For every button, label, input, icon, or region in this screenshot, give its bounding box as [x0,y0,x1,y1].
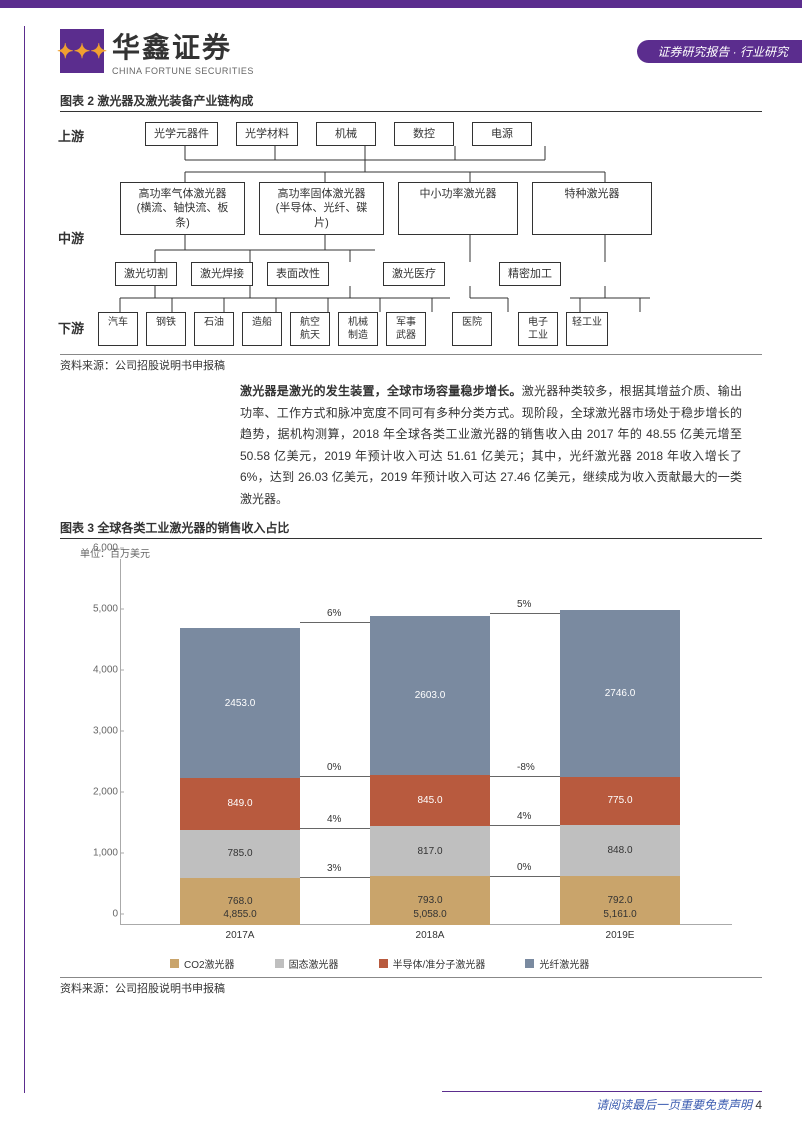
growth-connector [490,613,560,614]
diagram-box: 电子 工业 [518,312,558,346]
legend-label: CO2激光器 [184,956,235,971]
fig3-title: 图表 3 全球各类工业激光器的销售收入占比 [60,519,762,539]
y-tick: 2,000 [80,786,118,797]
growth-connector [300,776,370,777]
y-tick: 1,000 [80,847,118,858]
diagram-box: 特种激光器 [532,182,652,235]
y-tick: 3,000 [80,725,118,736]
x-tick: 2017A [180,930,300,941]
diagram-box: 造船 [242,312,282,346]
logo-en: CHINA FORTUNE SECURITIES [112,66,254,76]
body-paragraph: 激光器是激光的发生装置，全球市场容量稳步增长。激光器种类较多，根据其增益介质、输… [240,381,742,511]
diagram-box: 军事 武器 [386,312,426,346]
diagram-label-up: 上游 [58,126,84,145]
growth-label: 3% [327,863,341,874]
growth-label: -8% [517,762,535,773]
diagram-box: 激光医疗 [383,262,445,286]
diagram-box: 表面改性 [267,262,329,286]
growth-label: 5% [517,599,531,610]
bar-segment: 2746.0 [560,610,680,778]
fig2-title: 图表 2 激光器及激光装备产业链构成 [60,92,762,112]
diagram-box: 高功率气体激光器 (横流、轴快流、板 条) [120,182,245,235]
page-footer: 请阅读最后一页重要免责声明 4 [442,1091,762,1113]
legend-swatch [379,959,388,968]
bars-area: 768.0785.0849.02453.04,855.0793.0817.084… [120,559,732,925]
legend-label: 半导体/准分子激光器 [393,956,486,971]
fig3-source: 资料来源：公司招股说明书申报稿 [60,977,762,996]
y-tick: 0 [80,908,118,919]
diagram-box: 光学元器件 [145,122,218,146]
chart-legend: CO2激光器 固态激光器 半导体/准分子激光器 光纤激光器 [170,956,722,971]
bar-segment: 785.0 [180,830,300,878]
growth-connector [300,622,370,623]
legend-label: 光纤激光器 [539,956,589,971]
bar-segment: 775.0 [560,777,680,824]
growth-label: 4% [517,811,531,822]
diagram-box: 石油 [194,312,234,346]
legend-label: 固态激光器 [289,956,339,971]
legend-item: 半导体/准分子激光器 [379,956,486,971]
page-border [24,26,25,1093]
diagram-box: 激光焊接 [191,262,253,286]
legend-swatch [275,959,284,968]
bar-segment: 2453.0 [180,628,300,778]
page-number: 4 [755,1098,762,1112]
diagram-box: 电源 [472,122,532,146]
growth-connector [300,877,370,878]
diagram-box: 钢铁 [146,312,186,346]
header-badge: 证券研究报告 · 行业研究 [637,40,802,63]
body-bold: 激光器是激光的发生装置，全球市场容量稳步增长。 [240,384,522,398]
growth-connector [490,825,560,826]
diagram-box: 数控 [394,122,454,146]
logo-mark: ✦✦✦ [60,29,104,73]
y-tick: 4,000 [80,664,118,675]
diagram-box: 机械 [316,122,376,146]
growth-connector [300,828,370,829]
diagram-box: 光学材料 [236,122,298,146]
diagram-box: 航空 航天 [290,312,330,346]
diagram-box: 高功率固体激光器 (半导体、光纤、碟 片) [259,182,384,235]
bar-segment: 817.0 [370,826,490,876]
x-tick: 2018A [370,930,490,941]
bar-segment: 849.0 [180,778,300,830]
diagram-box: 轻工业 [566,312,608,346]
diagram-box: 激光切割 [115,262,177,286]
legend-item: 光纤激光器 [525,956,589,971]
fig2-diagram: 上游 中游 下游 光学元器件 光学材料 机械 数控 电源 高功率气体激光器 (横… [60,120,742,350]
diagram-box: 机械 制造 [338,312,378,346]
diagram-box: 医院 [452,312,492,346]
page-header: ✦✦✦ 华鑫证券 CHINA FORTUNE SECURITIES 证券研究报告… [0,8,802,84]
diagram-box: 汽车 [98,312,138,346]
legend-item: 固态激光器 [275,956,339,971]
bar-segment: 848.0 [560,825,680,877]
logo: ✦✦✦ 华鑫证券 CHINA FORTUNE SECURITIES [60,26,254,76]
growth-label: 0% [517,862,531,873]
logo-cn: 华鑫证券 [112,26,254,66]
legend-item: CO2激光器 [170,956,235,971]
legend-swatch [170,959,179,968]
growth-label: 4% [327,814,341,825]
legend-swatch [525,959,534,968]
bar-segment: 845.0 [370,775,490,827]
diagram-label-mid: 中游 [58,228,84,247]
diagram-box: 精密加工 [499,262,561,286]
growth-label: 0% [327,762,341,773]
y-tick: 5,000 [80,603,118,614]
bar-segment: 2603.0 [370,616,490,775]
x-tick: 2019E [560,930,680,941]
diagram-box: 中小功率激光器 [398,182,518,235]
fig2-source: 资料来源：公司招股说明书申报稿 [60,354,762,373]
footer-text: 请阅读最后一页重要免责声明 [596,1098,752,1112]
growth-connector [490,776,560,777]
y-tick: 6,000 [80,542,118,553]
body-rest: 激光器种类较多，根据其增益介质、输出功率、工作方式和脉冲宽度不同可有多种分类方式… [240,384,742,506]
growth-connector [490,876,560,877]
diagram-label-down: 下游 [58,318,84,337]
growth-label: 6% [327,608,341,619]
fig3-chart: 单位：百万美元 01,0002,0003,0004,0005,0006,000 … [80,545,742,975]
